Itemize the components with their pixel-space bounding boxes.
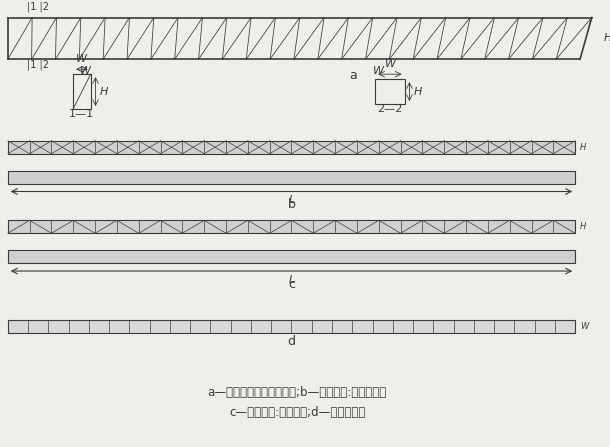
Bar: [375, 79, 404, 104]
Bar: [8, 220, 575, 233]
Text: H: H: [580, 143, 586, 152]
Text: a—矩形截面空间钢管桁架;b—上弦平面:交叉支撑；: a—矩形截面空间钢管桁架;b—上弦平面:交叉支撑；: [207, 386, 387, 399]
Text: W: W: [373, 66, 384, 76]
Bar: [73, 74, 91, 109]
Text: d: d: [287, 335, 295, 348]
Bar: [8, 250, 575, 263]
Text: L: L: [289, 195, 295, 206]
Text: c—上弦平面:单斜支撑;d—下弦平面。: c—上弦平面:单斜支撑;d—下弦平面。: [229, 406, 365, 419]
Text: |1 |2: |1 |2: [27, 59, 49, 70]
Text: L: L: [289, 275, 295, 285]
Text: H: H: [580, 222, 586, 231]
Bar: [8, 141, 575, 154]
Text: W: W: [76, 54, 87, 64]
Bar: [8, 171, 575, 184]
Text: H: H: [99, 87, 108, 97]
Text: 2—2: 2—2: [377, 104, 403, 114]
Text: H: H: [414, 87, 422, 97]
Text: 1—1: 1—1: [70, 109, 95, 119]
Text: a: a: [349, 69, 357, 82]
Text: |1 |2: |1 |2: [27, 2, 49, 12]
Text: W: W: [81, 66, 92, 76]
Text: W: W: [580, 322, 588, 331]
Text: W: W: [384, 59, 395, 69]
Text: b: b: [287, 198, 295, 211]
Bar: [8, 320, 575, 333]
Text: H: H: [603, 34, 610, 43]
Text: c: c: [288, 278, 295, 291]
